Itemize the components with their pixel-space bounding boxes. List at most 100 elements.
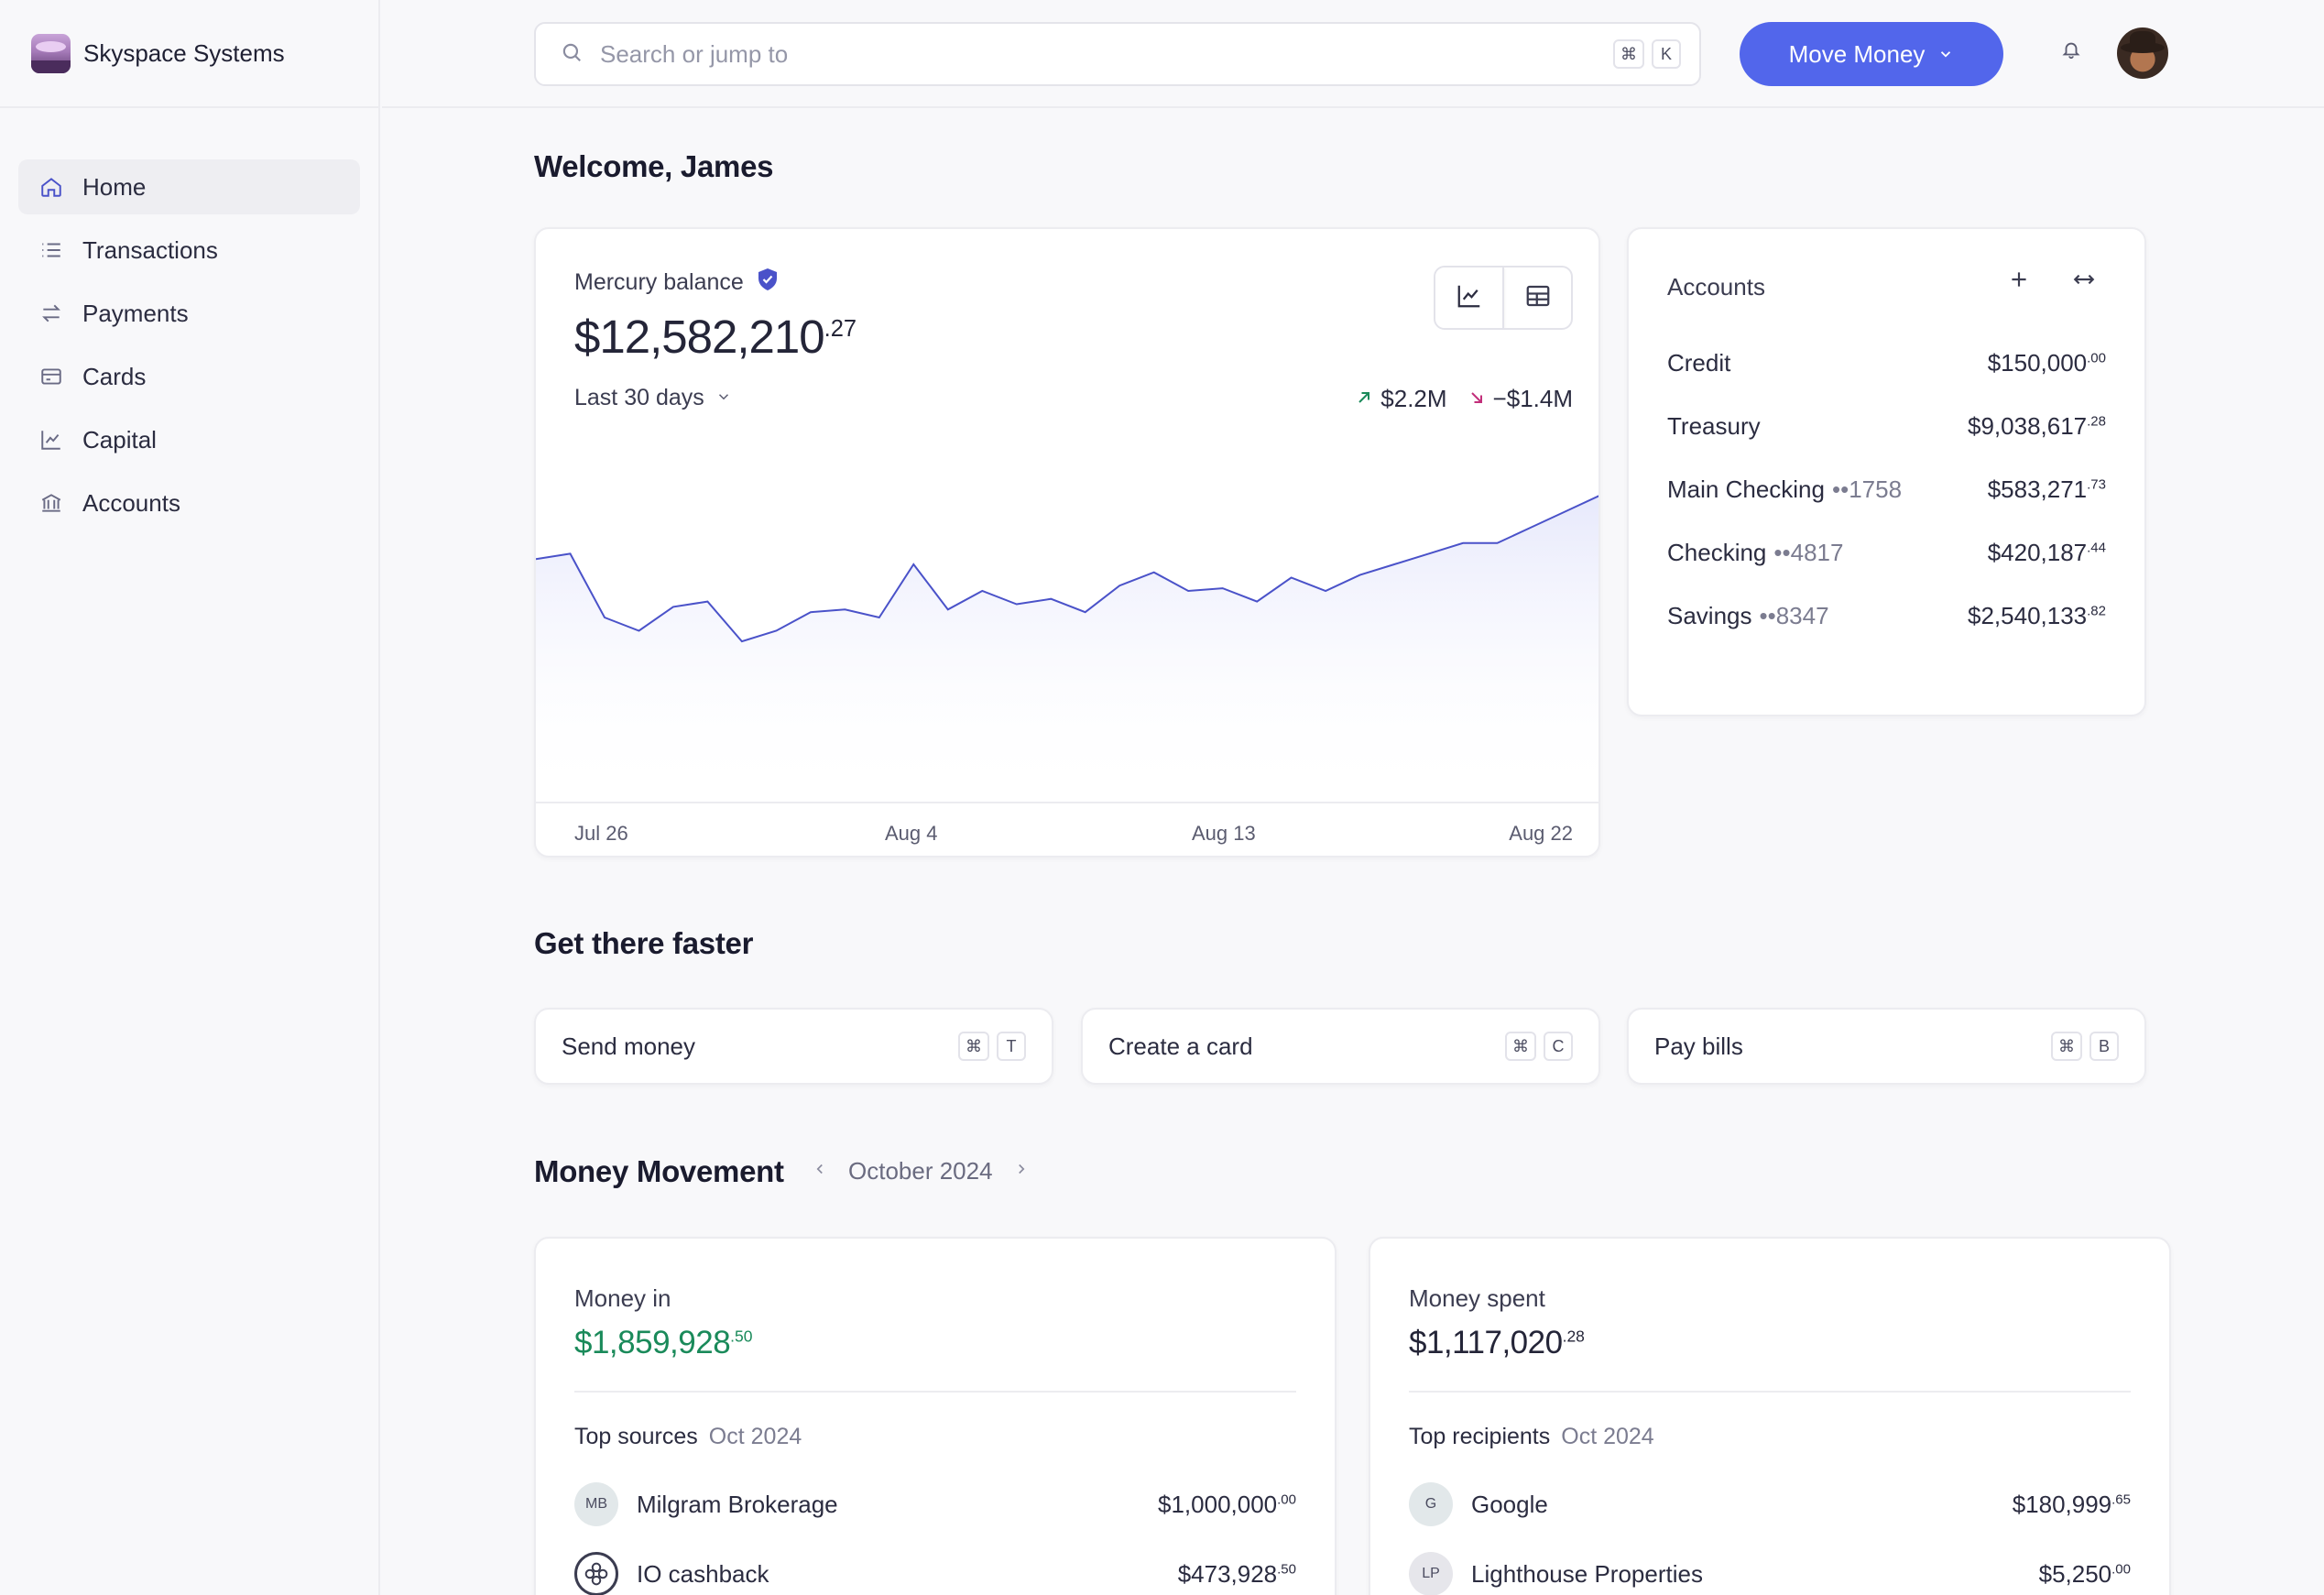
command-key: ⌘ [1613,39,1644,69]
chevron-down-icon [715,385,732,411]
bell-icon[interactable] [2061,39,2090,69]
top-recipients-label: Top recipients [1409,1424,1551,1449]
search-input[interactable]: Search or jump to ⌘ K [534,22,1701,86]
sidebar-item-home[interactable]: Home [18,159,360,214]
create-card-button[interactable]: Create a card ⌘ C [1081,1008,1600,1085]
money-spent-dollars: $1,117,020 [1409,1325,1563,1360]
source-amount: $473,928.50 [1178,1560,1296,1589]
money-in-total: $1,859,928.50 [574,1325,753,1361]
x-tick-label: Aug 13 [1192,822,1256,845]
card-icon [38,364,64,389]
quick-action-label: Pay bills [1654,1032,1743,1060]
send-money-button[interactable]: Send money ⌘ T [534,1008,1053,1085]
sidebar-item-accounts[interactable]: Accounts [18,475,360,530]
month-navigator: October 2024 [812,1157,1030,1185]
source-avatar: MB [574,1482,618,1526]
month-label: October 2024 [848,1157,993,1185]
range-dropdown[interactable]: Last 30 days [574,385,732,411]
amount-dollars: $473,928 [1177,1559,1278,1588]
source-amount: $1,000,000.00 [1158,1491,1296,1519]
recipient-avatar: G [1409,1482,1453,1526]
list-item[interactable]: IO cashback $473,928.50 [574,1551,1296,1595]
money-spent-cents: .28 [1562,1327,1585,1346]
account-balance: $420,187.44 [1988,539,2106,567]
account-row-savings[interactable]: Savings ••8347 $2,540,133.82 [1667,597,2106,634]
account-row-main-checking[interactable]: Main Checking ••1758 $583,271.73 [1667,471,2106,508]
account-name: Main Checking [1667,475,1825,503]
sidebar-item-label: Capital [82,425,157,453]
money-out-amount: −$1.4M [1492,385,1573,412]
accounts-card: Accounts Credit $150,000.00 Treasury $9,… [1627,227,2146,716]
account-balance: $150,000.00 [1988,349,2106,377]
shortcut-key: T [997,1032,1026,1061]
list-item[interactable]: LP Lighthouse Properties $5,250.00 [1409,1551,2131,1595]
brand[interactable]: Skyspace Systems [0,0,378,108]
cashback-logo-icon [574,1552,618,1595]
arrow-up-right-icon [1355,385,1373,413]
pay-bills-button[interactable]: Pay bills ⌘ B [1627,1008,2146,1085]
verified-shield-icon [757,268,779,298]
account-row-checking[interactable]: Checking ••4817 $420,187.44 [1667,534,2106,571]
top-recipients-heading: Top recipients Oct 2024 [1409,1424,1654,1450]
sidebar: Skyspace Systems Home Transactions Payme… [0,0,380,1595]
sidebar-item-transactions[interactable]: Transactions [18,223,360,278]
balance-cents: .27 [824,316,857,342]
recipient-avatar: LP [1409,1552,1453,1595]
account-cents: .73 [2087,475,2106,492]
sidebar-item-capital[interactable]: Capital [18,412,360,467]
sidebar-item-label: Payments [82,299,189,327]
sidebar-item-cards[interactable]: Cards [18,349,360,404]
account-cents: .00 [2087,349,2106,366]
k-key: K [1652,39,1681,69]
list-icon [38,237,64,263]
account-amount: $9,038,617 [1968,411,2088,440]
money-in-cents: .50 [730,1327,753,1346]
chevron-down-icon [1937,40,1954,69]
shortcut: ⌘ T [951,1032,1026,1061]
account-number: ••4817 [1773,538,1844,566]
amount-cents: .00 [1277,1491,1296,1507]
list-item[interactable]: MB Milgram Brokerage $1,000,000.00 [574,1481,1296,1527]
quick-action-label: Send money [562,1032,695,1060]
transfer-arrows-icon[interactable] [2071,268,2097,299]
chevron-left-icon[interactable] [812,1157,828,1185]
table-view-button[interactable] [1504,268,1571,328]
command-key: ⌘ [958,1032,989,1061]
money-spent-total: $1,117,020.28 [1409,1325,1585,1361]
sidebar-nav: Home Transactions Payments Cards Capital [0,108,378,530]
x-tick-label: Aug 22 [1509,822,1573,845]
balance-label-row: Mercury balance [574,268,779,298]
amount-cents: .65 [2111,1491,2131,1507]
command-key: ⌘ [1505,1032,1536,1061]
sidebar-item-payments[interactable]: Payments [18,286,360,341]
shortcut: ⌘ C [1498,1032,1573,1061]
view-toggle [1434,266,1573,330]
recipient-amount: $5,250.00 [2039,1560,2131,1589]
account-row-treasury[interactable]: Treasury $9,038,617.28 [1667,408,2106,444]
amount-dollars: $180,999 [2012,1490,2112,1518]
arrow-down-right-icon [1468,385,1486,413]
account-cents: .44 [2087,539,2106,555]
account-name: Checking [1667,538,1767,566]
plus-icon[interactable] [2007,268,2031,299]
account-amount: $2,540,133 [1968,601,2088,629]
recipient-amount: $180,999.65 [2013,1491,2131,1519]
account-amount: $150,000 [1987,348,2088,377]
avatar[interactable] [2117,27,2168,79]
top-sources-heading: Top sources Oct 2024 [574,1424,802,1450]
sidebar-item-label: Home [82,172,147,201]
chart-x-axis: Jul 26 Aug 4 Aug 13 Aug 22 [536,802,1598,856]
chevron-right-icon[interactable] [1013,1157,1030,1185]
money-movement-title: Money Movement [534,1154,784,1188]
account-row-credit[interactable]: Credit $150,000.00 [1667,344,2106,381]
x-tick-label: Jul 26 [574,822,628,845]
transfer-icon [38,300,64,326]
money-spent-card: Money spent $1,117,020.28 Top recipients… [1369,1237,2171,1595]
list-item[interactable]: G Google $180,999.65 [1409,1481,2131,1527]
chart-area [536,496,1598,802]
company-name: Skyspace Systems [83,38,285,67]
move-money-button[interactable]: Move Money [1740,22,2003,86]
chart-view-button[interactable] [1435,268,1504,328]
source-name: Milgram Brokerage [637,1490,838,1518]
search-shortcut: ⌘ K [1606,39,1681,69]
